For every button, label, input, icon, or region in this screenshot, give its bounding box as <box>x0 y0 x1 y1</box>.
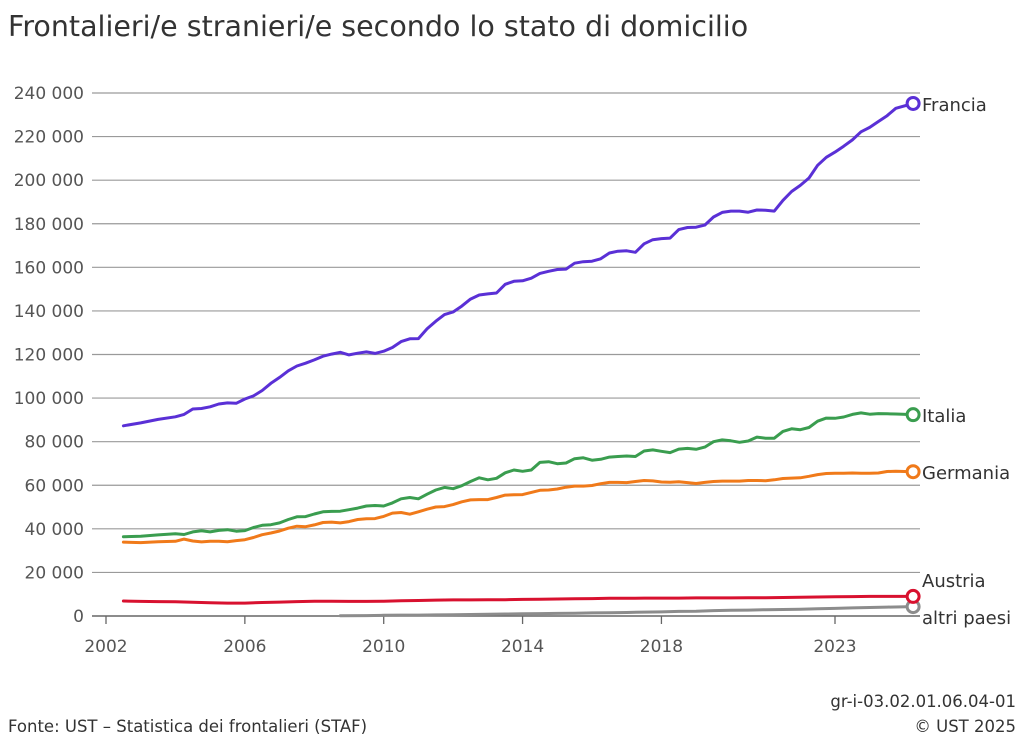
series-label-austria: Austria <box>922 571 986 592</box>
y-tick-label-240000: 240 000 <box>14 84 84 104</box>
series-line-austria <box>121 594 915 605</box>
y-tick-label-100000: 100 000 <box>14 389 84 409</box>
x-tick-label-2010: 2010 <box>362 637 405 657</box>
y-tick-label-220000: 220 000 <box>14 128 84 148</box>
chart-title: Frontalieri/e stranieri/e secondo lo sta… <box>8 10 749 43</box>
y-tick-label-80000: 80 000 <box>25 433 84 453</box>
y-tick-label-0: 0 <box>73 607 84 627</box>
series-label-francia: Francia <box>922 95 987 116</box>
y-tick-label-180000: 180 000 <box>14 215 84 235</box>
series-label-germania: Germania <box>922 463 1010 484</box>
series-labels: Francia Italia Germania Austria altri paesi <box>922 95 1011 629</box>
series-lines <box>121 102 915 618</box>
series-end-marker-francia <box>905 95 921 111</box>
series-label-altri-paesi: altri paesi <box>922 608 1011 629</box>
y-axis-ticks: 0 20 000 40 000 60 000 80 000 100 000 120 000 1… <box>14 84 84 627</box>
series-line-francia <box>121 102 915 428</box>
y-tick-label-160000: 160 000 <box>14 258 84 278</box>
copyright-note: © UST 2025 <box>914 717 1016 736</box>
x-tick-label-2014: 2014 <box>501 637 544 657</box>
series-end-marker-germania <box>905 464 921 480</box>
series-line-germania <box>121 469 915 545</box>
y-tick-label-60000: 60 000 <box>25 476 84 496</box>
source-note: Fonte: UST – Statistica dei frontalieri … <box>8 717 368 736</box>
series-end-marker-italia <box>905 407 921 423</box>
series-end-marker-austria <box>905 588 921 604</box>
graphic-id: gr-i-03.02.01.06.04-01 <box>830 692 1016 711</box>
series-line-altri-paesi <box>338 605 915 618</box>
series-label-italia: Italia <box>922 406 966 427</box>
y-tick-label-40000: 40 000 <box>25 520 84 540</box>
series-end-markers <box>905 95 921 615</box>
gridlines <box>92 92 920 617</box>
y-tick-label-140000: 140 000 <box>14 302 84 322</box>
y-tick-label-20000: 20 000 <box>25 563 84 583</box>
series-line-italia <box>121 411 915 539</box>
x-tick-label-2023: 2023 <box>813 637 856 657</box>
x-axis-ticks: 2002 2006 2010 2014 2018 2023 <box>84 616 857 657</box>
x-tick-label-2018: 2018 <box>640 637 683 657</box>
x-tick-label-2006: 2006 <box>223 637 266 657</box>
y-tick-label-200000: 200 000 <box>14 171 84 191</box>
x-tick-label-2002: 2002 <box>84 637 127 657</box>
y-tick-label-120000: 120 000 <box>14 346 84 366</box>
